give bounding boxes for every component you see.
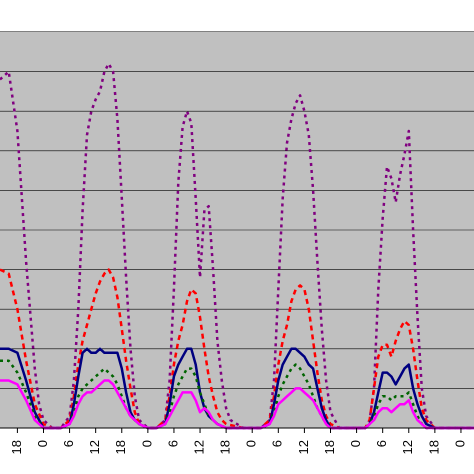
x-tick-label: 6 — [165, 440, 180, 447]
series-line-2 — [0, 268, 474, 430]
x-tick-label: 12 — [400, 440, 415, 454]
x-tick-label: 18 — [9, 440, 24, 454]
x-tick-label: 0 — [348, 440, 363, 447]
x-tick-label: 6 — [374, 440, 389, 447]
top-strip-background — [0, 0, 474, 32]
x-tick-label: 0 — [452, 440, 467, 447]
x-tick-label: 18 — [322, 440, 337, 454]
x-axis-ticks: 18 0 6 12 18 0 6 12 18 0 6 12 18 0 6 12 18 0 — [9, 428, 467, 454]
series-lines — [0, 62, 474, 430]
x-tick-label: 0 — [244, 440, 259, 447]
series-line-4 — [0, 359, 474, 430]
x-tick-label: 18 — [113, 440, 128, 454]
x-tick-label: 6 — [270, 440, 285, 447]
series-line-5 — [0, 379, 474, 430]
x-tick-label: 0 — [35, 440, 50, 447]
x-tick-label: 0 — [139, 440, 154, 447]
x-tick-label: 6 — [61, 440, 76, 447]
x-tick-label: 18 — [218, 440, 233, 454]
series-line-1 — [0, 62, 474, 430]
x-tick-label: 12 — [191, 440, 206, 454]
x-tick-label: 12 — [296, 440, 311, 454]
gridlines — [0, 71, 474, 389]
x-tick-label: 12 — [87, 440, 102, 454]
x-tick-label: 18 — [426, 440, 441, 454]
